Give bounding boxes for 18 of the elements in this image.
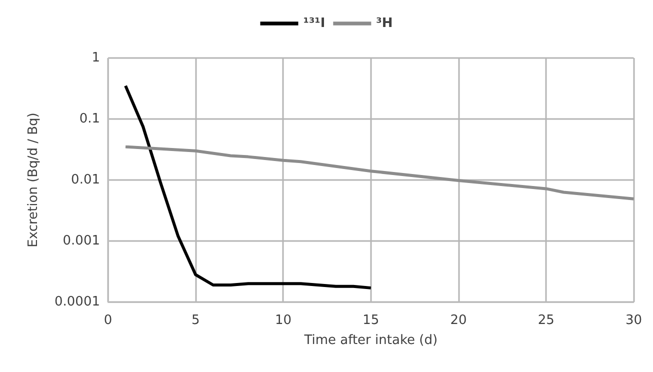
- y-tick-label: 1: [92, 50, 100, 66]
- x-tick-label: 5: [191, 313, 200, 328]
- line-series: [124, 145, 636, 200]
- legend-label: ¹³¹I: [303, 16, 326, 31]
- y-tick-label: 0.1: [79, 112, 100, 126]
- x-tick-label: 30: [625, 313, 642, 328]
- x-tick-label: 25: [538, 313, 554, 328]
- x-axis-title: Time after intake (d): [303, 333, 438, 348]
- x-tick-label: 20: [450, 313, 467, 328]
- y-tick-label: 0.001: [62, 234, 100, 248]
- line-series: [124, 84, 372, 290]
- x-tick-label: 10: [274, 313, 292, 328]
- legend-label: ³H: [376, 16, 393, 31]
- y-axis-title: Excretion (Bq/d / Bq): [26, 112, 41, 248]
- x-tick-label: 15: [362, 313, 380, 328]
- x-tick-label: 0: [104, 313, 112, 328]
- y-tick-label: 0.01: [71, 172, 100, 188]
- y-tick-label: 0.0001: [54, 294, 100, 310]
